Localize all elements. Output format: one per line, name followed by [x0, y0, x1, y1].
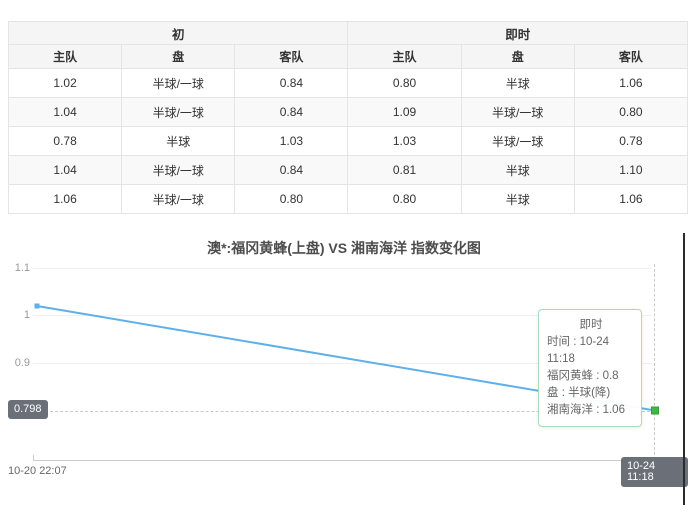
odds-cell: 1.06	[573, 184, 688, 214]
table-row: 1.04 半球/一球 0.84 1.09 半球/一球 0.80	[7, 97, 688, 127]
y-tick-label: 1	[23, 309, 30, 321]
odds-cell: 1.04	[7, 155, 123, 185]
col-handicap-initial: 盘	[121, 44, 236, 69]
odds-cell: 1.06	[573, 68, 688, 98]
col-home-live: 主队	[347, 44, 462, 69]
odds-cell: 0.80	[234, 184, 349, 214]
odds-cell: 1.03	[347, 126, 462, 156]
gridline-1-1	[33, 268, 652, 269]
tooltip-time: 时间 : 10-24 11:18	[547, 336, 609, 365]
odds-cell: 半球	[460, 68, 575, 98]
section-initial: 初	[7, 21, 349, 45]
odds-cell: 0.84	[234, 68, 349, 98]
odds-cell: 1.04	[7, 97, 123, 127]
odds-cell: 半球/一球	[121, 184, 236, 214]
odds-cell: 半球	[460, 184, 575, 214]
odds-cell: 半球/一球	[121, 97, 236, 127]
current-value-badge: 0.798	[8, 400, 48, 419]
odds-cell: 半球/一球	[121, 68, 236, 98]
x-axis-line	[33, 460, 655, 461]
odds-cell: 半球/一球	[460, 126, 575, 156]
table-row: 0.78 半球 1.03 1.03 半球/一球 0.78	[7, 126, 688, 156]
crosshair-dashed-line	[654, 264, 655, 460]
odds-cell: 0.81	[347, 155, 462, 185]
chart-title: 澳*:福冈黄蜂(上盘) VS 湘南海洋 指数变化图	[207, 240, 481, 256]
odds-cell: 0.80	[347, 68, 462, 98]
odds-table: 初 即时 主队 盘 客队 主队 盘 客队 1.02 半球/一球 0.84 0.8…	[7, 21, 688, 214]
odds-cell: 0.84	[234, 97, 349, 127]
x-axis-tick	[33, 455, 34, 461]
odds-cell: 1.10	[573, 155, 688, 185]
gridline-0-9	[33, 363, 652, 364]
chart-frame-right-border	[683, 233, 685, 505]
current-value-dashed-line	[40, 411, 655, 412]
col-away-initial: 客队	[234, 44, 349, 69]
table-row: 1.02 半球/一球 0.84 0.80 半球 1.06	[7, 68, 688, 98]
chart-tooltip: 即时 时间 : 10-24 11:18 福冈黄蜂 : 0.8 盘 : 半球(降)…	[538, 309, 642, 427]
table-row: 1.06 半球/一球 0.80 0.80 半球 1.06	[7, 184, 688, 214]
tooltip-handicap: 盘 : 半球(降)	[547, 387, 611, 399]
col-handicap-live: 盘	[460, 44, 575, 69]
gridline-1-0	[33, 315, 652, 316]
odds-cell: 半球	[460, 155, 575, 185]
col-home-initial: 主队	[7, 44, 123, 69]
tooltip-home-odds: 福冈黄蜂 : 0.8	[547, 370, 619, 382]
odds-cell: 0.80	[573, 97, 688, 127]
line-start-dot	[34, 303, 40, 309]
odds-cell: 1.06	[7, 184, 123, 214]
y-tick-label: 0.9	[14, 357, 30, 369]
odds-cell: 1.09	[347, 97, 462, 127]
tooltip-away-odds: 湘南海洋 : 1.06	[547, 404, 625, 416]
odds-cell: 0.78	[7, 126, 123, 156]
table-column-header-row: 主队 盘 客队 主队 盘 客队	[7, 44, 688, 69]
odds-cell: 1.02	[7, 68, 123, 98]
x-axis-end-badge: 10-24 11:18	[621, 457, 688, 487]
odds-cell: 0.78	[573, 126, 688, 156]
line-end-dot	[651, 406, 659, 415]
x-axis-start-label: 10-20 22:07	[8, 465, 67, 477]
odds-cell: 半球/一球	[121, 155, 236, 185]
odds-cell: 0.80	[347, 184, 462, 214]
tooltip-title: 即时	[579, 319, 603, 331]
y-tick-label: 1.1	[14, 262, 30, 274]
odds-cell: 1.03	[234, 126, 349, 156]
